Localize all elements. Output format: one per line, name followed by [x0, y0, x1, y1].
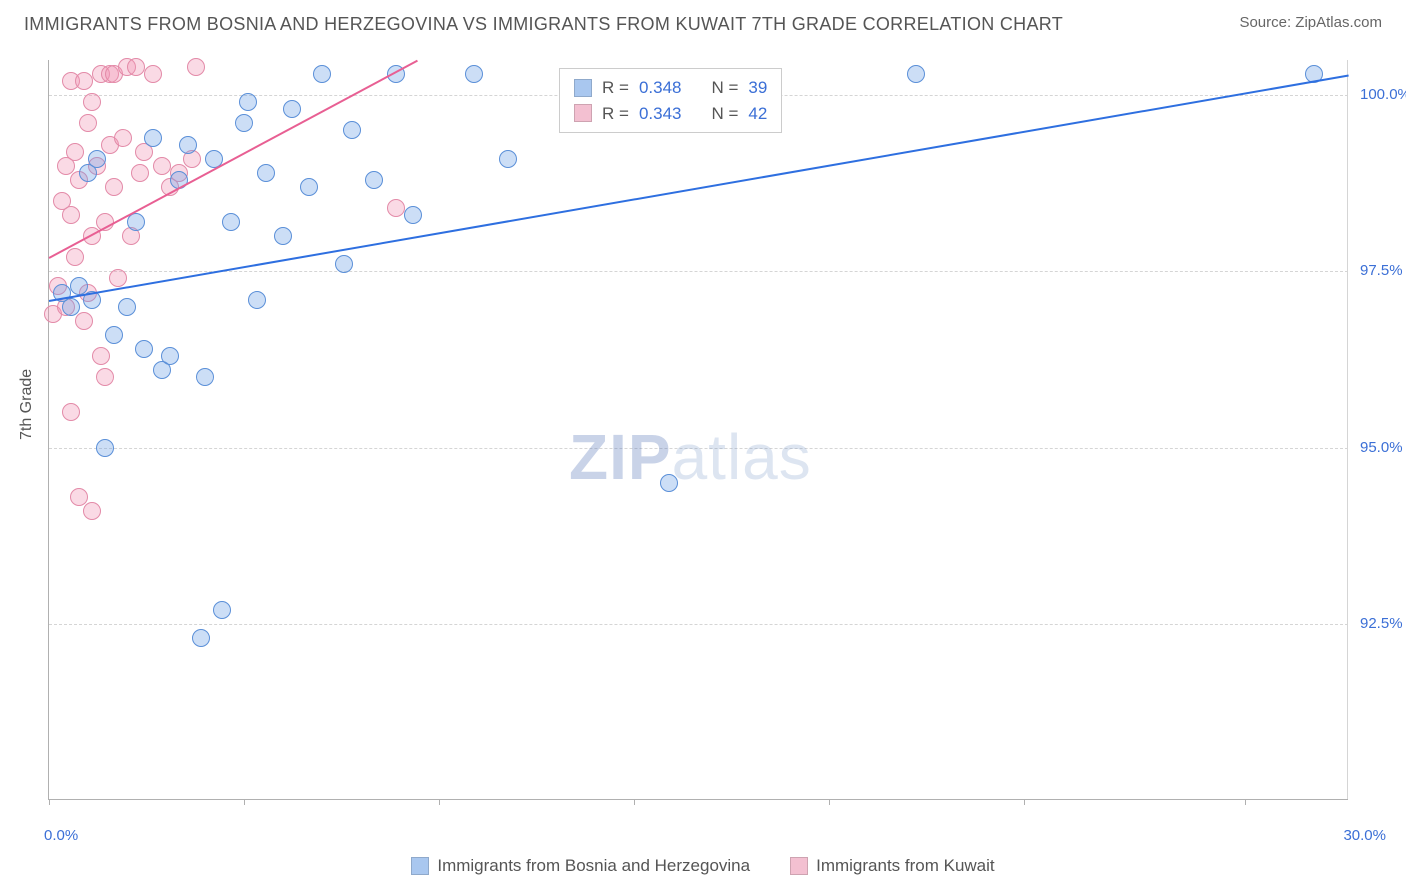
data-point-kuwait	[92, 347, 110, 365]
gridline	[49, 624, 1348, 625]
data-point-bosnia	[257, 164, 275, 182]
data-point-bosnia	[105, 326, 123, 344]
data-point-kuwait	[83, 502, 101, 520]
data-point-bosnia	[404, 206, 422, 224]
y-tick-label: 97.5%	[1360, 262, 1403, 279]
data-point-bosnia	[144, 129, 162, 147]
x-tick	[244, 799, 245, 805]
x-tick	[634, 799, 635, 805]
data-point-kuwait	[109, 269, 127, 287]
y-axis-label: 7th Grade	[18, 369, 36, 440]
data-point-bosnia	[179, 136, 197, 154]
correlation-legend-row: R = 0.343 N = 42	[574, 101, 767, 127]
data-point-bosnia	[499, 150, 517, 168]
y-tick-label: 95.0%	[1360, 439, 1403, 456]
data-point-bosnia	[343, 121, 361, 139]
data-point-kuwait	[187, 58, 205, 76]
data-point-bosnia	[300, 178, 318, 196]
data-point-bosnia	[192, 629, 210, 647]
data-point-kuwait	[83, 93, 101, 111]
data-point-kuwait	[387, 199, 405, 217]
legend-swatch-pink	[790, 857, 808, 875]
source-label: Source: ZipAtlas.com	[1239, 14, 1382, 31]
gridline	[49, 271, 1348, 272]
x-tick	[1245, 799, 1246, 805]
n-value: 39	[748, 75, 767, 101]
data-point-bosnia	[907, 65, 925, 83]
bottom-legend: Immigrants from Bosnia and Herzegovina I…	[0, 856, 1406, 876]
legend-label: Immigrants from Kuwait	[816, 856, 995, 876]
legend-swatch-pink	[574, 104, 592, 122]
data-point-kuwait	[75, 72, 93, 90]
r-label: R =	[602, 101, 629, 127]
data-point-kuwait	[105, 178, 123, 196]
legend-swatch-blue	[411, 857, 429, 875]
data-point-bosnia	[161, 347, 179, 365]
data-point-kuwait	[96, 368, 114, 386]
data-point-kuwait	[153, 157, 171, 175]
n-label: N =	[711, 75, 738, 101]
data-point-bosnia	[283, 100, 301, 118]
chart-area: ZIPatlas R = 0.348 N = 39 R = 0.343 N = …	[48, 60, 1348, 800]
data-point-bosnia	[222, 213, 240, 231]
data-point-bosnia	[274, 227, 292, 245]
x-tick	[829, 799, 830, 805]
data-point-kuwait	[127, 58, 145, 76]
x-tick	[49, 799, 50, 805]
legend-label: Immigrants from Bosnia and Herzegovina	[437, 856, 750, 876]
data-point-bosnia	[62, 298, 80, 316]
x-tick	[439, 799, 440, 805]
data-point-kuwait	[75, 312, 93, 330]
x-tick-label-left: 0.0%	[44, 827, 78, 844]
data-point-kuwait	[66, 143, 84, 161]
data-point-bosnia	[196, 368, 214, 386]
data-point-bosnia	[235, 114, 253, 132]
data-point-kuwait	[114, 129, 132, 147]
data-point-bosnia	[660, 474, 678, 492]
data-point-kuwait	[79, 114, 97, 132]
y-tick-label: 100.0%	[1360, 86, 1406, 103]
data-point-bosnia	[135, 340, 153, 358]
data-point-bosnia	[335, 255, 353, 273]
n-label: N =	[711, 101, 738, 127]
legend-item-kuwait: Immigrants from Kuwait	[790, 856, 995, 876]
data-point-kuwait	[144, 65, 162, 83]
plot-surface	[49, 60, 1348, 799]
y-tick-label: 92.5%	[1360, 615, 1403, 632]
data-point-kuwait	[66, 248, 84, 266]
x-tick	[1024, 799, 1025, 805]
data-point-bosnia	[96, 439, 114, 457]
data-point-bosnia	[239, 93, 257, 111]
r-value: 0.343	[639, 101, 682, 127]
data-point-kuwait	[62, 403, 80, 421]
data-point-kuwait	[62, 206, 80, 224]
data-point-bosnia	[248, 291, 266, 309]
x-tick-label-right: 30.0%	[1343, 827, 1386, 844]
data-point-bosnia	[88, 150, 106, 168]
legend-item-bosnia: Immigrants from Bosnia and Herzegovina	[411, 856, 750, 876]
data-point-kuwait	[131, 164, 149, 182]
r-label: R =	[602, 75, 629, 101]
correlation-legend-row: R = 0.348 N = 39	[574, 75, 767, 101]
data-point-bosnia	[465, 65, 483, 83]
gridline	[49, 448, 1348, 449]
chart-title: IMMIGRANTS FROM BOSNIA AND HERZEGOVINA V…	[24, 14, 1063, 35]
data-point-bosnia	[213, 601, 231, 619]
data-point-bosnia	[313, 65, 331, 83]
r-value: 0.348	[639, 75, 682, 101]
legend-swatch-blue	[574, 79, 592, 97]
correlation-legend: R = 0.348 N = 39 R = 0.343 N = 42	[559, 68, 782, 133]
n-value: 42	[748, 101, 767, 127]
data-point-bosnia	[118, 298, 136, 316]
data-point-bosnia	[365, 171, 383, 189]
